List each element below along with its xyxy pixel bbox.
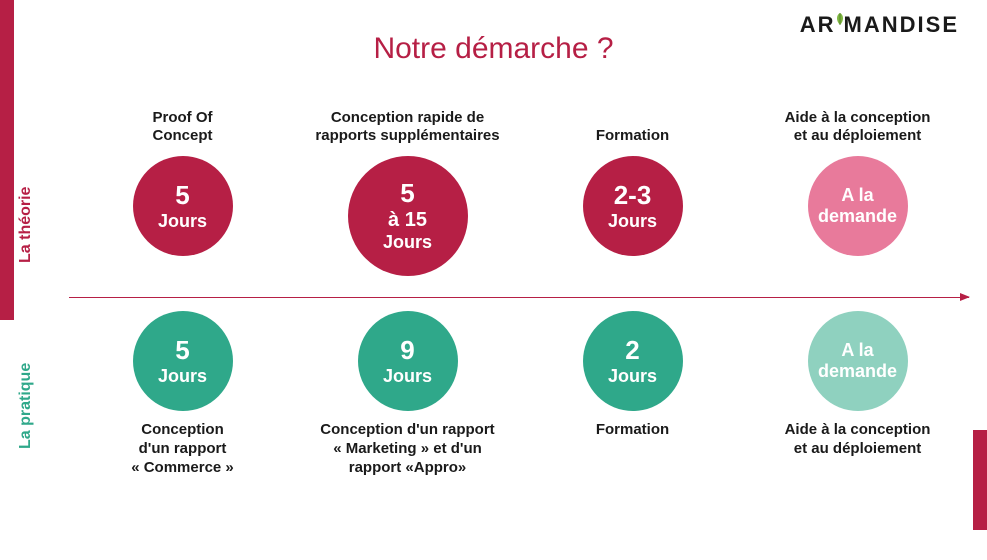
practice-caption: Conceptiond'un rapport« Commerce »	[131, 421, 234, 477]
practice-bubble: A lademande	[808, 311, 908, 411]
bubble-unit: Jours	[158, 366, 207, 387]
bubble-value: 9	[400, 336, 414, 366]
practice-col-2: 2Jours Formation	[520, 311, 745, 477]
bubble-unit: Jours	[383, 366, 432, 387]
bubble-value: 5	[175, 181, 189, 211]
timeline-arrow	[69, 297, 969, 298]
bubble-value: 2	[625, 336, 639, 366]
theory-row: Proof OfConcept5JoursConception rapide d…	[70, 108, 970, 276]
page-title: Notre démarche ?	[0, 32, 987, 66]
theory-bubble: 5Jours	[133, 156, 233, 256]
theory-col-1: Conception rapide derapports supplémenta…	[295, 108, 520, 276]
bubble-unit: Jours	[383, 232, 432, 253]
bubble-text: A lademande	[818, 185, 897, 226]
practice-col-3: A lademande Aide à la conceptionet au dép…	[745, 311, 970, 477]
theory-bubble: A lademande	[808, 156, 908, 256]
theory-bubble: 2-3Jours	[583, 156, 683, 256]
practice-col-1: 9Jours Conception d'un rapport« Marketing…	[295, 311, 520, 477]
bubble-unit: Jours	[158, 211, 207, 232]
practice-bubble: 5Jours	[133, 311, 233, 411]
practice-caption: Aide à la conceptionet au déploiement	[785, 421, 931, 459]
practice-col-0: 5Jours Conceptiond'un rapport« Commerce »	[70, 311, 295, 477]
accent-bar-right	[973, 430, 987, 530]
theory-caption: Aide à la conceptionet au déploiement	[785, 108, 931, 146]
arrow-head-icon	[960, 293, 970, 301]
bubble-value: 5	[400, 179, 414, 209]
theory-caption: Formation	[596, 108, 669, 146]
row-label-theory: La théorie	[17, 187, 35, 263]
theory-bubble: 5à 15Jours	[348, 156, 468, 276]
theory-col-0: Proof OfConcept 5Jours	[70, 108, 295, 276]
bubble-text: A lademande	[818, 340, 897, 381]
practice-bubble: 9Jours	[358, 311, 458, 411]
practice-row: 5JoursConceptiond'un rapport« Commerce »…	[70, 311, 970, 477]
practice-caption: Conception d'un rapport« Marketing » et …	[320, 421, 494, 477]
practice-caption: Formation	[596, 421, 669, 459]
bubble-unit: Jours	[608, 366, 657, 387]
row-label-practice: La pratique	[17, 363, 35, 449]
bubble-value: 5	[175, 336, 189, 366]
theory-col-2: Formation 2-3Jours	[520, 108, 745, 276]
bubble-unit: Jours	[608, 211, 657, 232]
bubble-mid: à 15	[388, 209, 427, 232]
bubble-value: 2-3	[614, 181, 652, 211]
theory-caption: Proof OfConcept	[153, 108, 213, 146]
theory-caption: Conception rapide derapports supplémenta…	[315, 108, 499, 146]
practice-bubble: 2Jours	[583, 311, 683, 411]
theory-col-3: Aide à la conceptionet au déploiement A l…	[745, 108, 970, 276]
leaf-icon	[833, 6, 847, 20]
